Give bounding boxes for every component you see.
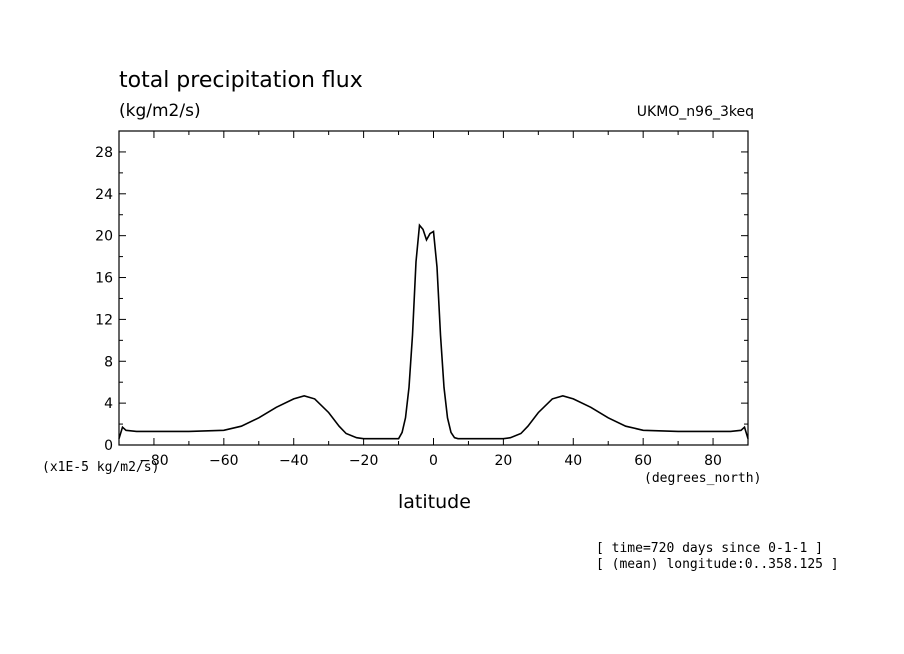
data-line [118,223,749,440]
x-tick-label: 40 [564,453,582,469]
x-tick-label: 80 [704,453,722,469]
y-tick-label: 16 [95,271,113,287]
x-axis-unit: (degrees_north) [644,471,762,486]
x-tick-label: 60 [634,453,652,469]
plot-frame [118,130,749,446]
x-tick-label: −20 [349,453,379,469]
y-tick-label: 24 [95,187,113,203]
tick-marks [118,130,749,446]
source-label: UKMO_n96_3keq [636,104,754,120]
chart-title: total precipitation flux [119,68,363,93]
tick-labels: −80 −60 −40 −20 0 20 40 60 80 0 4 8 12 16 20 24 28 [95,145,722,469]
y-tick-label: 28 [95,145,113,161]
y-scale-note: (x1E-5 kg/m2/s) [42,460,160,475]
y-tick-label: 20 [95,229,113,245]
y-tick-label: 8 [104,354,113,370]
y-tick-label: 0 [104,438,113,454]
x-tick-label: 0 [429,453,438,469]
x-tick-label: 20 [494,453,512,469]
longitude-note: [ (mean) longitude:0..358.125 ] [596,557,839,572]
x-tick-label: −60 [209,453,239,469]
chart-units: (kg/m2/s) [119,101,201,121]
time-note: [ time=720 days since 0-1-1 ] [596,541,823,556]
y-tick-label: 12 [95,312,113,328]
x-tick-label: −80 [139,453,169,469]
x-tick-label: −40 [279,453,309,469]
x-axis-label: latitude [398,491,471,513]
y-tick-label: 4 [104,396,113,412]
